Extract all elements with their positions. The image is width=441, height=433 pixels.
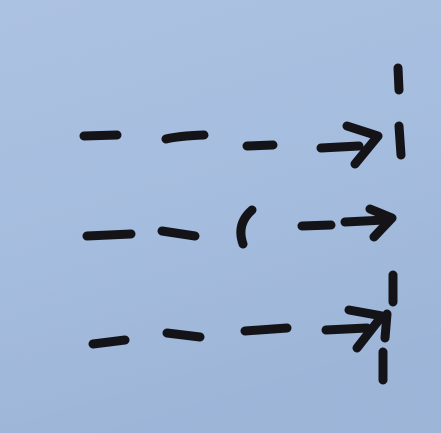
arrowhead bbox=[344, 305, 387, 353]
barrier-segment bbox=[380, 309, 392, 343]
dash bbox=[161, 130, 209, 144]
dash bbox=[157, 226, 200, 241]
bracket bbox=[236, 205, 257, 249]
arrow-shaft bbox=[321, 323, 372, 335]
dash bbox=[162, 328, 205, 342]
barrier-segment bbox=[393, 63, 404, 95]
dash bbox=[79, 130, 122, 141]
barrier-segment bbox=[394, 121, 406, 160]
barrier-top bbox=[393, 63, 406, 160]
arrow-row-3 bbox=[88, 305, 387, 353]
arrow-row-2 bbox=[82, 204, 397, 249]
dash bbox=[297, 220, 336, 231]
dash bbox=[82, 229, 136, 241]
dash bbox=[240, 323, 292, 336]
barrier-bottom bbox=[378, 270, 398, 385]
arrow-shaft bbox=[316, 141, 364, 153]
arrow-row-1 bbox=[79, 121, 383, 169]
dash bbox=[242, 140, 278, 151]
arrowhead bbox=[365, 204, 397, 242]
arrow-shaft bbox=[340, 215, 390, 227]
arrowhead bbox=[342, 121, 383, 169]
dash bbox=[88, 335, 130, 349]
